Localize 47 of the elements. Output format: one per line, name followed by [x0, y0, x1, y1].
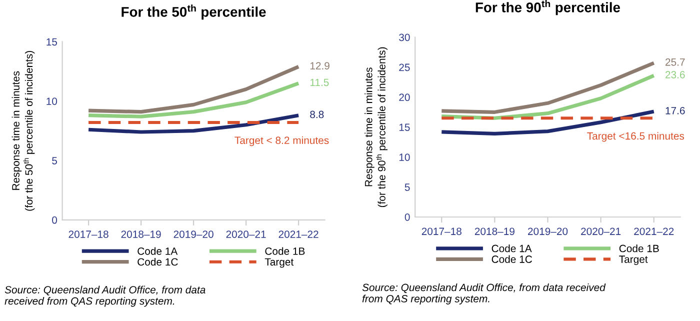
- data-label: 8.8: [310, 110, 324, 118]
- y-axis-title: Response time in minutes (for the 90$^{th}$ percentile of incidents): [364, 47, 388, 208]
- y-tick-label: 30: [399, 34, 410, 42]
- x-tick-label: 2019–20: [174, 230, 214, 238]
- annotation: Target <16.5 minutes: [587, 132, 684, 142]
- y-tick-label: 0: [52, 216, 58, 224]
- y-tick-label: 10: [46, 98, 58, 105]
- x-tick-label: 2021–22: [278, 230, 318, 238]
- y-tick-label: 25: [399, 64, 410, 72]
- data-label: 23.6: [666, 71, 685, 78]
- legend-label: Code 1A: [138, 247, 178, 255]
- x-tick-label: 2020–21: [226, 230, 266, 238]
- legend-label: Code 1B: [619, 244, 659, 252]
- x-tick-label: 2020–21: [581, 228, 621, 236]
- annotation: Target < 8.2 minutes: [234, 136, 329, 146]
- y-tick-label: 5: [52, 157, 58, 164]
- x-tick-label: 2018–19: [121, 230, 161, 238]
- line-series: [86, 114, 300, 134]
- data-label: 25.7: [666, 58, 685, 66]
- legend-label: Code 1B: [265, 247, 305, 255]
- line-series: [86, 81, 300, 118]
- source-note: Source: Queensland Audit Office, from data received from QAS reporting system.: [4, 286, 206, 307]
- y-tick-label: 5: [404, 184, 410, 191]
- y-tick-label: 10: [399, 154, 410, 161]
- legend-label: Code 1C: [138, 258, 178, 266]
- legend-label: Code 1C: [492, 255, 532, 263]
- x-tick-label: 2017–18: [68, 230, 108, 238]
- x-tick-label: 2019–20: [528, 228, 568, 236]
- y-tick-label: 15: [46, 38, 58, 46]
- x-tick-label: 2021–22: [634, 228, 674, 236]
- legend-label: Target: [619, 256, 648, 265]
- y-tick-label: 20: [399, 94, 410, 102]
- data-label: 17.6: [666, 106, 685, 114]
- legend-label: Target: [264, 258, 294, 268]
- data-label: 11.5: [310, 78, 329, 86]
- chart-title: For the 90$^{th}$ percentile: [476, 0, 620, 16]
- x-tick-label: 2017–18: [422, 228, 462, 236]
- line-series: [440, 61, 656, 114]
- y-tick-label: 0: [404, 213, 410, 221]
- data-label: 12.9: [310, 62, 330, 70]
- line-series: [86, 64, 300, 114]
- y-tick-label: 15: [399, 124, 410, 131]
- y-axis-title: Response time in minutes (for the 50$^{th}$ percentile of incidents): [12, 50, 35, 211]
- x-tick-label: 2018–19: [474, 228, 514, 236]
- chart-title: For the 50$^{th}$ percentile: [122, 4, 266, 20]
- source-note: Source: Queensland Audit Office, from data received from QAS reporting system.: [362, 284, 606, 304]
- legend-label: Code 1A: [492, 244, 532, 252]
